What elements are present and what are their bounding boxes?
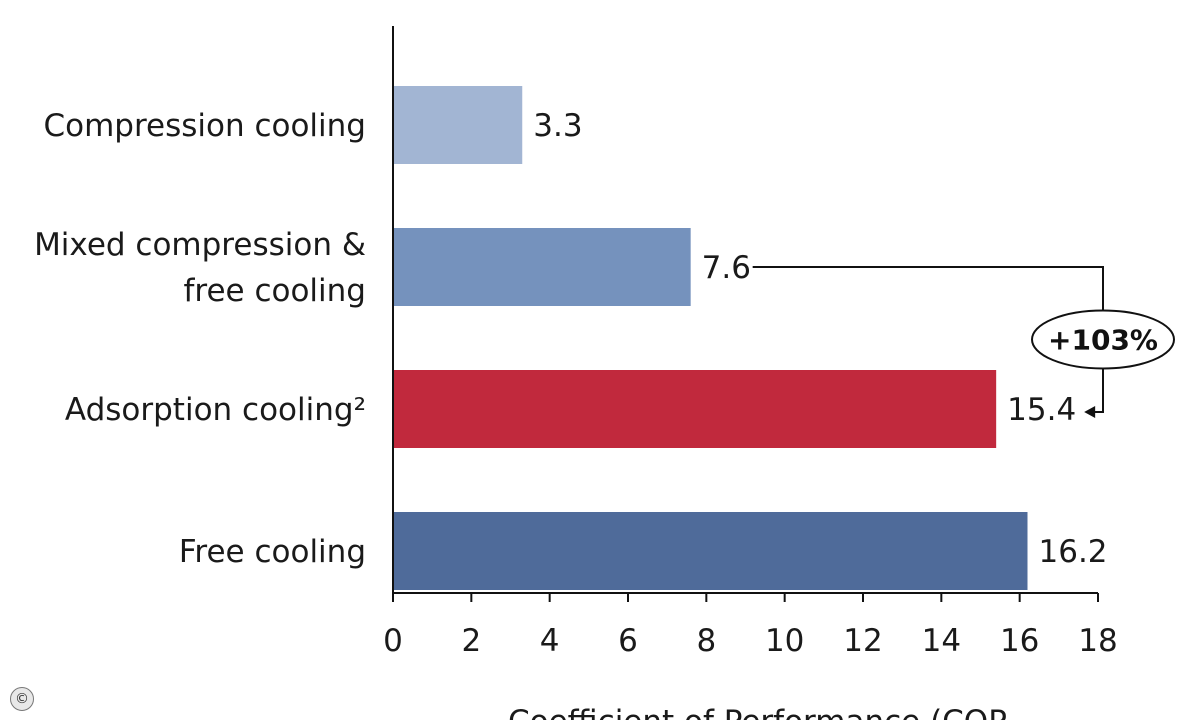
x-tick-label: 12: [843, 623, 882, 659]
category-label: Free cooling: [179, 534, 366, 570]
bar: [393, 370, 997, 448]
bar-value-label: 7.6: [702, 250, 751, 286]
bar: [393, 228, 691, 306]
x-axis: 0 2 4 6 8 10 12 14 16 18: [383, 26, 1118, 659]
x-axis-title: Coefficient of Performance (COP: [508, 704, 1007, 720]
category-label: Mixed compression &: [34, 227, 366, 263]
bar: [393, 86, 523, 164]
callout-label: +103%: [1048, 324, 1158, 357]
x-tick-label: 6: [618, 623, 638, 659]
x-tick-label: 4: [540, 623, 560, 659]
x-tick-label: 2: [461, 623, 481, 659]
category-label: Compression cooling: [43, 108, 366, 144]
copyright-icon: ©: [10, 687, 34, 711]
callout-ellipse: [1031, 309, 1175, 370]
x-tick-label: 16: [1000, 623, 1039, 659]
bars-group: [393, 86, 1028, 590]
category-label: free cooling: [183, 273, 366, 309]
value-labels: 3.3 7.6 15.4 16.2: [533, 108, 1107, 570]
category-labels: Compression cooling Mixed compression & fr…: [34, 108, 366, 570]
bar-value-label: 16.2: [1039, 534, 1108, 570]
x-tick-label: 0: [383, 623, 403, 659]
bar-value-label: 15.4: [1007, 392, 1076, 428]
comparison-annotation: +103%: [752, 266, 1175, 418]
category-label: Adsorption cooling²: [65, 392, 366, 428]
arrow-head-icon: [1084, 406, 1096, 418]
x-tick-label: 14: [922, 623, 961, 659]
x-tick-label: 10: [765, 623, 804, 659]
bar: [393, 512, 1028, 590]
bar-value-label: 3.3: [533, 108, 582, 144]
x-tick-label: 8: [696, 623, 716, 659]
x-tick-label: 18: [1078, 623, 1117, 659]
